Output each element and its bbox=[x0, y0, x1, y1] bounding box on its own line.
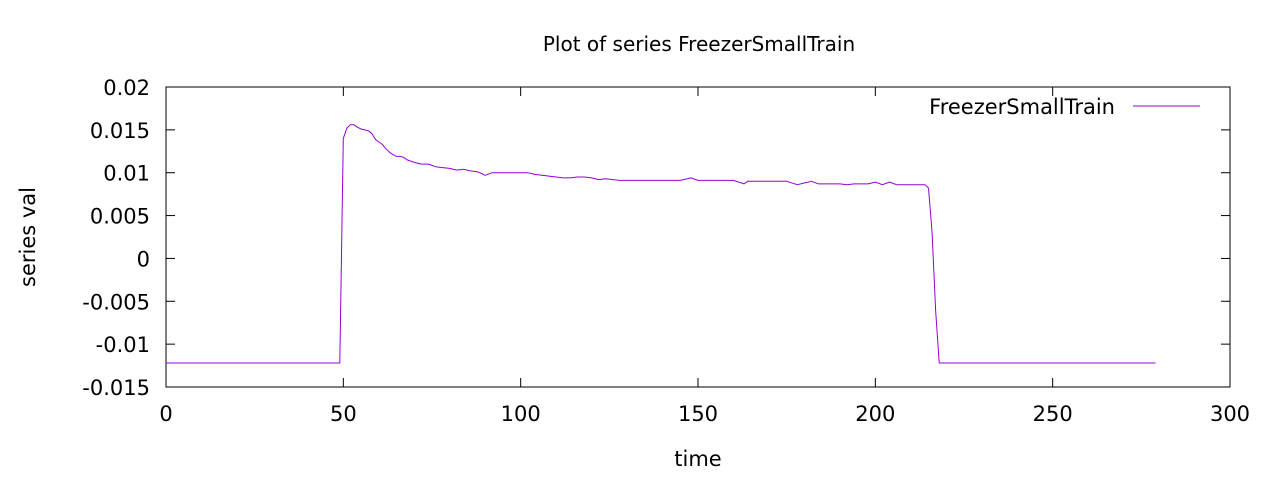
x-tick-label: 0 bbox=[159, 402, 172, 426]
x-axis-ticks bbox=[165, 87, 1231, 387]
legend: FreezerSmallTrain bbox=[929, 95, 1200, 119]
x-tick-label: 100 bbox=[501, 402, 541, 426]
x-axis-tick-labels: 0 50 100 150 200 250 300 bbox=[159, 402, 1250, 426]
x-tick-label: 50 bbox=[330, 402, 357, 426]
y-axis-ticks bbox=[166, 86, 1230, 388]
x-tick-label: 250 bbox=[1033, 402, 1073, 426]
y-axis-title: series val bbox=[16, 187, 40, 287]
series-group bbox=[166, 124, 1156, 364]
y-tick-label: 0.01 bbox=[103, 162, 150, 186]
y-tick-label: 0.005 bbox=[90, 205, 150, 229]
y-tick-label: 0 bbox=[137, 247, 150, 271]
chart-title: Plot of series FreezerSmallTrain bbox=[543, 32, 855, 56]
y-tick-label: -0.005 bbox=[82, 290, 150, 314]
legend-label: FreezerSmallTrain bbox=[929, 95, 1115, 119]
y-tick-label: -0.01 bbox=[96, 333, 150, 357]
x-tick-label: 300 bbox=[1210, 402, 1250, 426]
y-tick-label: 0.015 bbox=[90, 119, 150, 143]
series-line-freezersmalltrain bbox=[166, 124, 1156, 364]
x-tick-label: 200 bbox=[855, 402, 895, 426]
x-tick-label: 150 bbox=[678, 402, 718, 426]
y-tick-label: 0.02 bbox=[103, 76, 150, 100]
y-axis-tick-labels: -0.015 -0.01 -0.005 0 0.005 0.01 0.015 0.02 bbox=[82, 76, 150, 400]
y-tick-label: -0.015 bbox=[82, 376, 150, 400]
x-axis-title: time bbox=[674, 447, 721, 471]
plot-area-frame bbox=[165, 86, 1231, 388]
